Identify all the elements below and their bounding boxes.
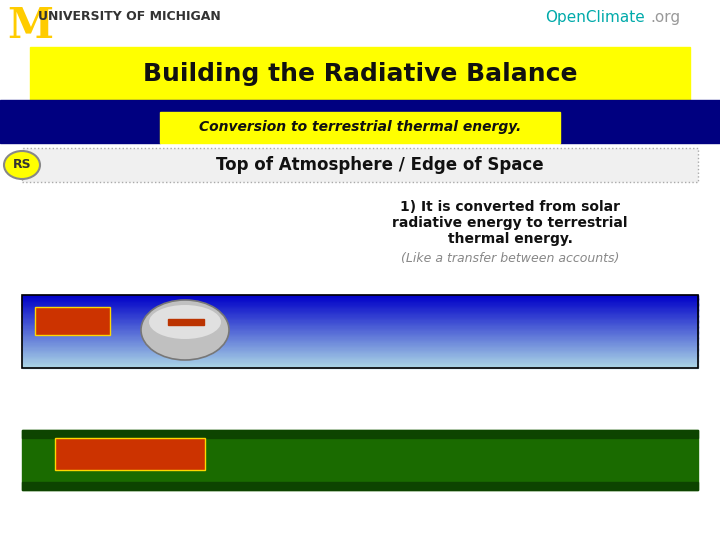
- Bar: [22, 313, 698, 314]
- Bar: [22, 319, 698, 321]
- Bar: [22, 358, 698, 360]
- Bar: [0, 112, 160, 143]
- Bar: [22, 308, 698, 309]
- Ellipse shape: [141, 300, 229, 360]
- Bar: [22, 348, 698, 350]
- Bar: [35, 307, 110, 335]
- Bar: [22, 345, 698, 346]
- Bar: [22, 294, 698, 296]
- Bar: [22, 318, 698, 319]
- Bar: [22, 364, 698, 366]
- Bar: [22, 359, 698, 361]
- Text: OpenClimate: OpenClimate: [545, 10, 644, 25]
- Bar: [160, 112, 560, 143]
- Bar: [22, 341, 698, 342]
- Text: Conversion to terrestrial thermal energy.: Conversion to terrestrial thermal energy…: [199, 120, 521, 134]
- Bar: [55, 438, 205, 470]
- Text: thermal energy.: thermal energy.: [448, 232, 572, 246]
- Bar: [22, 361, 698, 363]
- Bar: [22, 331, 698, 333]
- Bar: [22, 356, 698, 358]
- Bar: [22, 315, 698, 317]
- Bar: [30, 47, 690, 100]
- Bar: [22, 360, 698, 362]
- Bar: [22, 349, 698, 351]
- Bar: [22, 328, 698, 330]
- Bar: [22, 333, 698, 335]
- Text: 1) It is converted from solar: 1) It is converted from solar: [400, 200, 620, 214]
- Ellipse shape: [4, 151, 40, 179]
- Bar: [22, 332, 698, 334]
- Bar: [22, 304, 698, 306]
- Text: UNIVERSITY OF MICHIGAN: UNIVERSITY OF MICHIGAN: [38, 10, 221, 23]
- Bar: [22, 366, 698, 368]
- Bar: [22, 337, 698, 339]
- Bar: [22, 343, 698, 345]
- Text: radiative energy to terrestrial: radiative energy to terrestrial: [392, 216, 628, 230]
- Bar: [22, 347, 698, 348]
- Bar: [22, 301, 698, 302]
- Text: RS: RS: [13, 159, 31, 172]
- Bar: [22, 322, 698, 324]
- Text: Top of Atmosphere / Edge of Space: Top of Atmosphere / Edge of Space: [216, 156, 544, 174]
- Bar: [22, 298, 698, 300]
- Bar: [0, 100, 720, 112]
- Bar: [560, 112, 720, 143]
- Bar: [22, 307, 698, 308]
- Bar: [22, 326, 698, 328]
- Text: .org: .org: [650, 10, 680, 25]
- Bar: [0, 0, 720, 47]
- Bar: [22, 355, 698, 357]
- Bar: [22, 297, 698, 299]
- Bar: [168, 319, 204, 325]
- Bar: [22, 363, 698, 364]
- Bar: [22, 320, 698, 322]
- Bar: [22, 482, 698, 490]
- Bar: [22, 352, 698, 353]
- Text: M: M: [7, 5, 53, 47]
- Bar: [22, 354, 698, 356]
- Bar: [22, 312, 698, 313]
- Bar: [22, 430, 698, 438]
- FancyBboxPatch shape: [22, 148, 698, 182]
- Bar: [22, 365, 698, 367]
- Bar: [22, 303, 698, 305]
- Bar: [22, 353, 698, 355]
- Bar: [22, 342, 698, 343]
- Bar: [22, 296, 698, 298]
- Bar: [22, 310, 698, 312]
- Bar: [22, 316, 698, 318]
- Bar: [22, 350, 698, 352]
- Bar: [22, 338, 698, 340]
- Bar: [22, 302, 698, 303]
- Bar: [22, 299, 698, 301]
- Bar: [22, 327, 698, 329]
- Bar: [22, 321, 698, 323]
- Bar: [22, 295, 698, 368]
- Bar: [22, 330, 698, 332]
- Bar: [22, 306, 698, 307]
- Bar: [22, 346, 698, 347]
- Ellipse shape: [149, 305, 221, 339]
- Bar: [22, 323, 698, 326]
- Bar: [22, 340, 698, 341]
- Bar: [22, 335, 698, 336]
- Text: Building the Radiative Balance: Building the Radiative Balance: [143, 62, 577, 85]
- Bar: [22, 314, 698, 316]
- Bar: [22, 309, 698, 311]
- Text: (Like a transfer between accounts): (Like a transfer between accounts): [401, 252, 619, 265]
- Bar: [22, 430, 698, 490]
- Bar: [22, 325, 698, 327]
- Bar: [22, 336, 698, 338]
